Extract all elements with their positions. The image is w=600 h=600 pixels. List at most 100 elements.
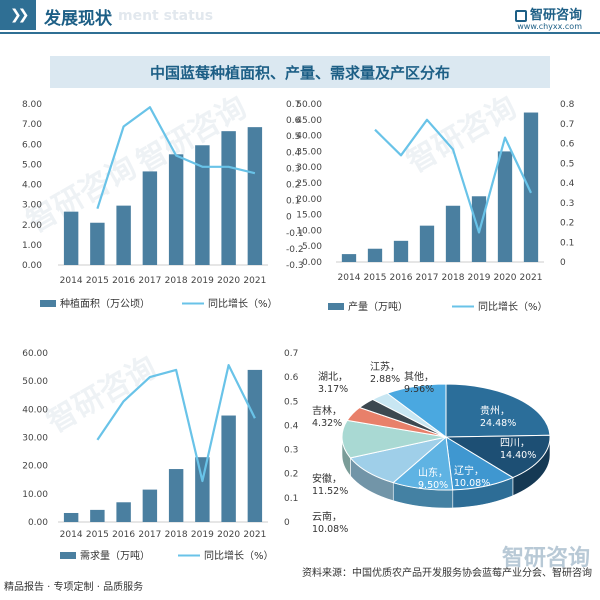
x-tick-label: 2014 [60,276,83,286]
x-tick-label: 2018 [165,276,188,286]
x-tick-label: 2014 [60,530,83,540]
x-tick-label: 2018 [442,273,465,283]
x-tick-label: 2017 [138,276,161,286]
y-right-tick-label: 0.6 [560,140,575,150]
bar [195,145,210,265]
y-left-tick-label: 5.00 [302,242,322,252]
pie-value-label: 10.08% [312,524,348,535]
bar [168,469,184,522]
legend-label: 同比增长（%） [478,300,548,313]
pie-value-label: 24.48% [480,418,516,429]
pie-value-label: 2.88% [370,374,400,385]
y-left-tick-label: 20.00 [22,462,48,472]
x-tick-label: 2019 [191,276,214,286]
legend-label: 需求量（万吨） [80,549,150,562]
bar [142,489,158,522]
bar [116,502,131,522]
y-left-tick-label: 20.00 [296,195,322,205]
y-right-tick-label: 0.5 [286,132,300,142]
y-left-tick-label: 40.00 [22,405,48,415]
pie-label: 安徽， [312,472,342,485]
bar [341,254,357,262]
y-left-tick-label: 25.00 [296,179,322,189]
pie-value-label: 4.32% [312,418,342,429]
x-tick-label: 2018 [165,530,188,540]
footer-logo: 智研咨询 [501,546,590,571]
y-left-tick-label: 40.00 [296,132,322,142]
page-header: ❯❯ 发展现状 ment status 智研咨询 www.chyxx.com [0,0,600,34]
x-tick-label: 2017 [138,530,161,540]
pie-slice [341,419,447,459]
bar [142,171,158,265]
y-right-tick-label: -0.3 [286,261,304,271]
y-left-tick-label: 8.00 [22,100,42,110]
bar [90,509,105,522]
x-tick-label: 2021 [520,273,543,283]
bar [247,127,263,265]
y-right-tick-label: 0.6 [284,373,299,383]
pie-value-label: 9.50% [418,480,448,491]
bar [63,512,79,522]
logo-name: 智研咨询 [529,8,582,23]
y-right-tick-label: 0 [560,258,566,268]
bar [367,248,383,262]
source-note: 资料来源：中国优质农产品开发服务协会蓝莓产业分会、智研咨询 [302,568,592,579]
y-right-tick-label: 0.1 [284,494,298,504]
legend-label: 产量（万吨） [348,300,408,313]
y-right-tick-label: 0.3 [560,199,574,209]
y-right-tick-label: 0.5 [560,159,574,169]
y-right-tick-label: 0.2 [560,219,574,229]
y-right-tick-label: -0.1 [286,229,304,239]
growth-line [96,106,256,210]
y-left-tick-label: 2.00 [22,221,42,231]
y-left-tick-label: 50.00 [22,377,48,387]
pie-label: 山东， [418,466,448,479]
pie-slice [445,383,551,438]
y-left-tick-label: 35.00 [296,147,322,157]
bar [168,154,184,265]
brand-logo: 智研咨询 www.chyxx.com [514,4,582,31]
y-left-tick-label: 6.00 [22,140,42,150]
chart-banner: 中国蓝莓种植面积、产量、需求量及产区分布 [50,56,550,88]
y-left-tick-label: 5.00 [22,160,42,170]
bar [221,415,236,522]
bar [523,112,539,262]
pie-value-label: 11.52% [312,486,348,497]
y-left-tick-label: 45.00 [296,116,322,126]
bar [195,457,210,522]
y-right-tick-label: 0.4 [286,148,301,158]
pie-slice [386,383,447,438]
y-right-tick-label: 0 [284,518,290,528]
x-tick-label: 2015 [86,276,109,286]
y-left-tick-label: 1.00 [22,241,42,251]
bar [221,131,236,265]
y-left-tick-label: 3.00 [22,201,42,211]
header-accent-bar: ❯❯ [0,0,36,30]
pie-label: 辽宁， [454,464,484,477]
y-right-tick-label: 0.2 [284,470,298,480]
x-tick-label: 2016 [390,273,413,283]
growth-line [96,364,256,483]
y-right-tick-label: 0.5 [284,397,298,407]
pie-label: 云南， [312,510,342,523]
bar [247,369,263,522]
y-right-tick-label: 0.2 [286,181,300,191]
y-left-tick-label: 10.00 [296,226,322,236]
y-right-tick-label: 0.1 [286,197,300,207]
x-tick-label: 2020 [217,530,240,540]
y-right-tick-label: 0.3 [284,446,298,456]
legend-swatch-bar [328,303,344,310]
legend-swatch-bar [40,300,56,307]
y-left-tick-label: 10.00 [22,490,48,500]
legend-label: 种植面积（万公顷） [60,297,150,310]
pie-label: 其他， [404,370,434,383]
x-tick-label: 2015 [86,530,109,540]
y-right-tick-label: 0.6 [286,116,301,126]
y-right-tick-label: 0.7 [560,120,574,130]
x-tick-label: 2021 [243,276,266,286]
legend-swatch-bar [60,552,76,559]
x-tick-label: 2019 [191,530,214,540]
page-title: 发展现状 [44,9,112,29]
y-right-tick-label: 0.7 [286,100,300,110]
chevron-right-icon: ❯❯ [10,7,30,23]
